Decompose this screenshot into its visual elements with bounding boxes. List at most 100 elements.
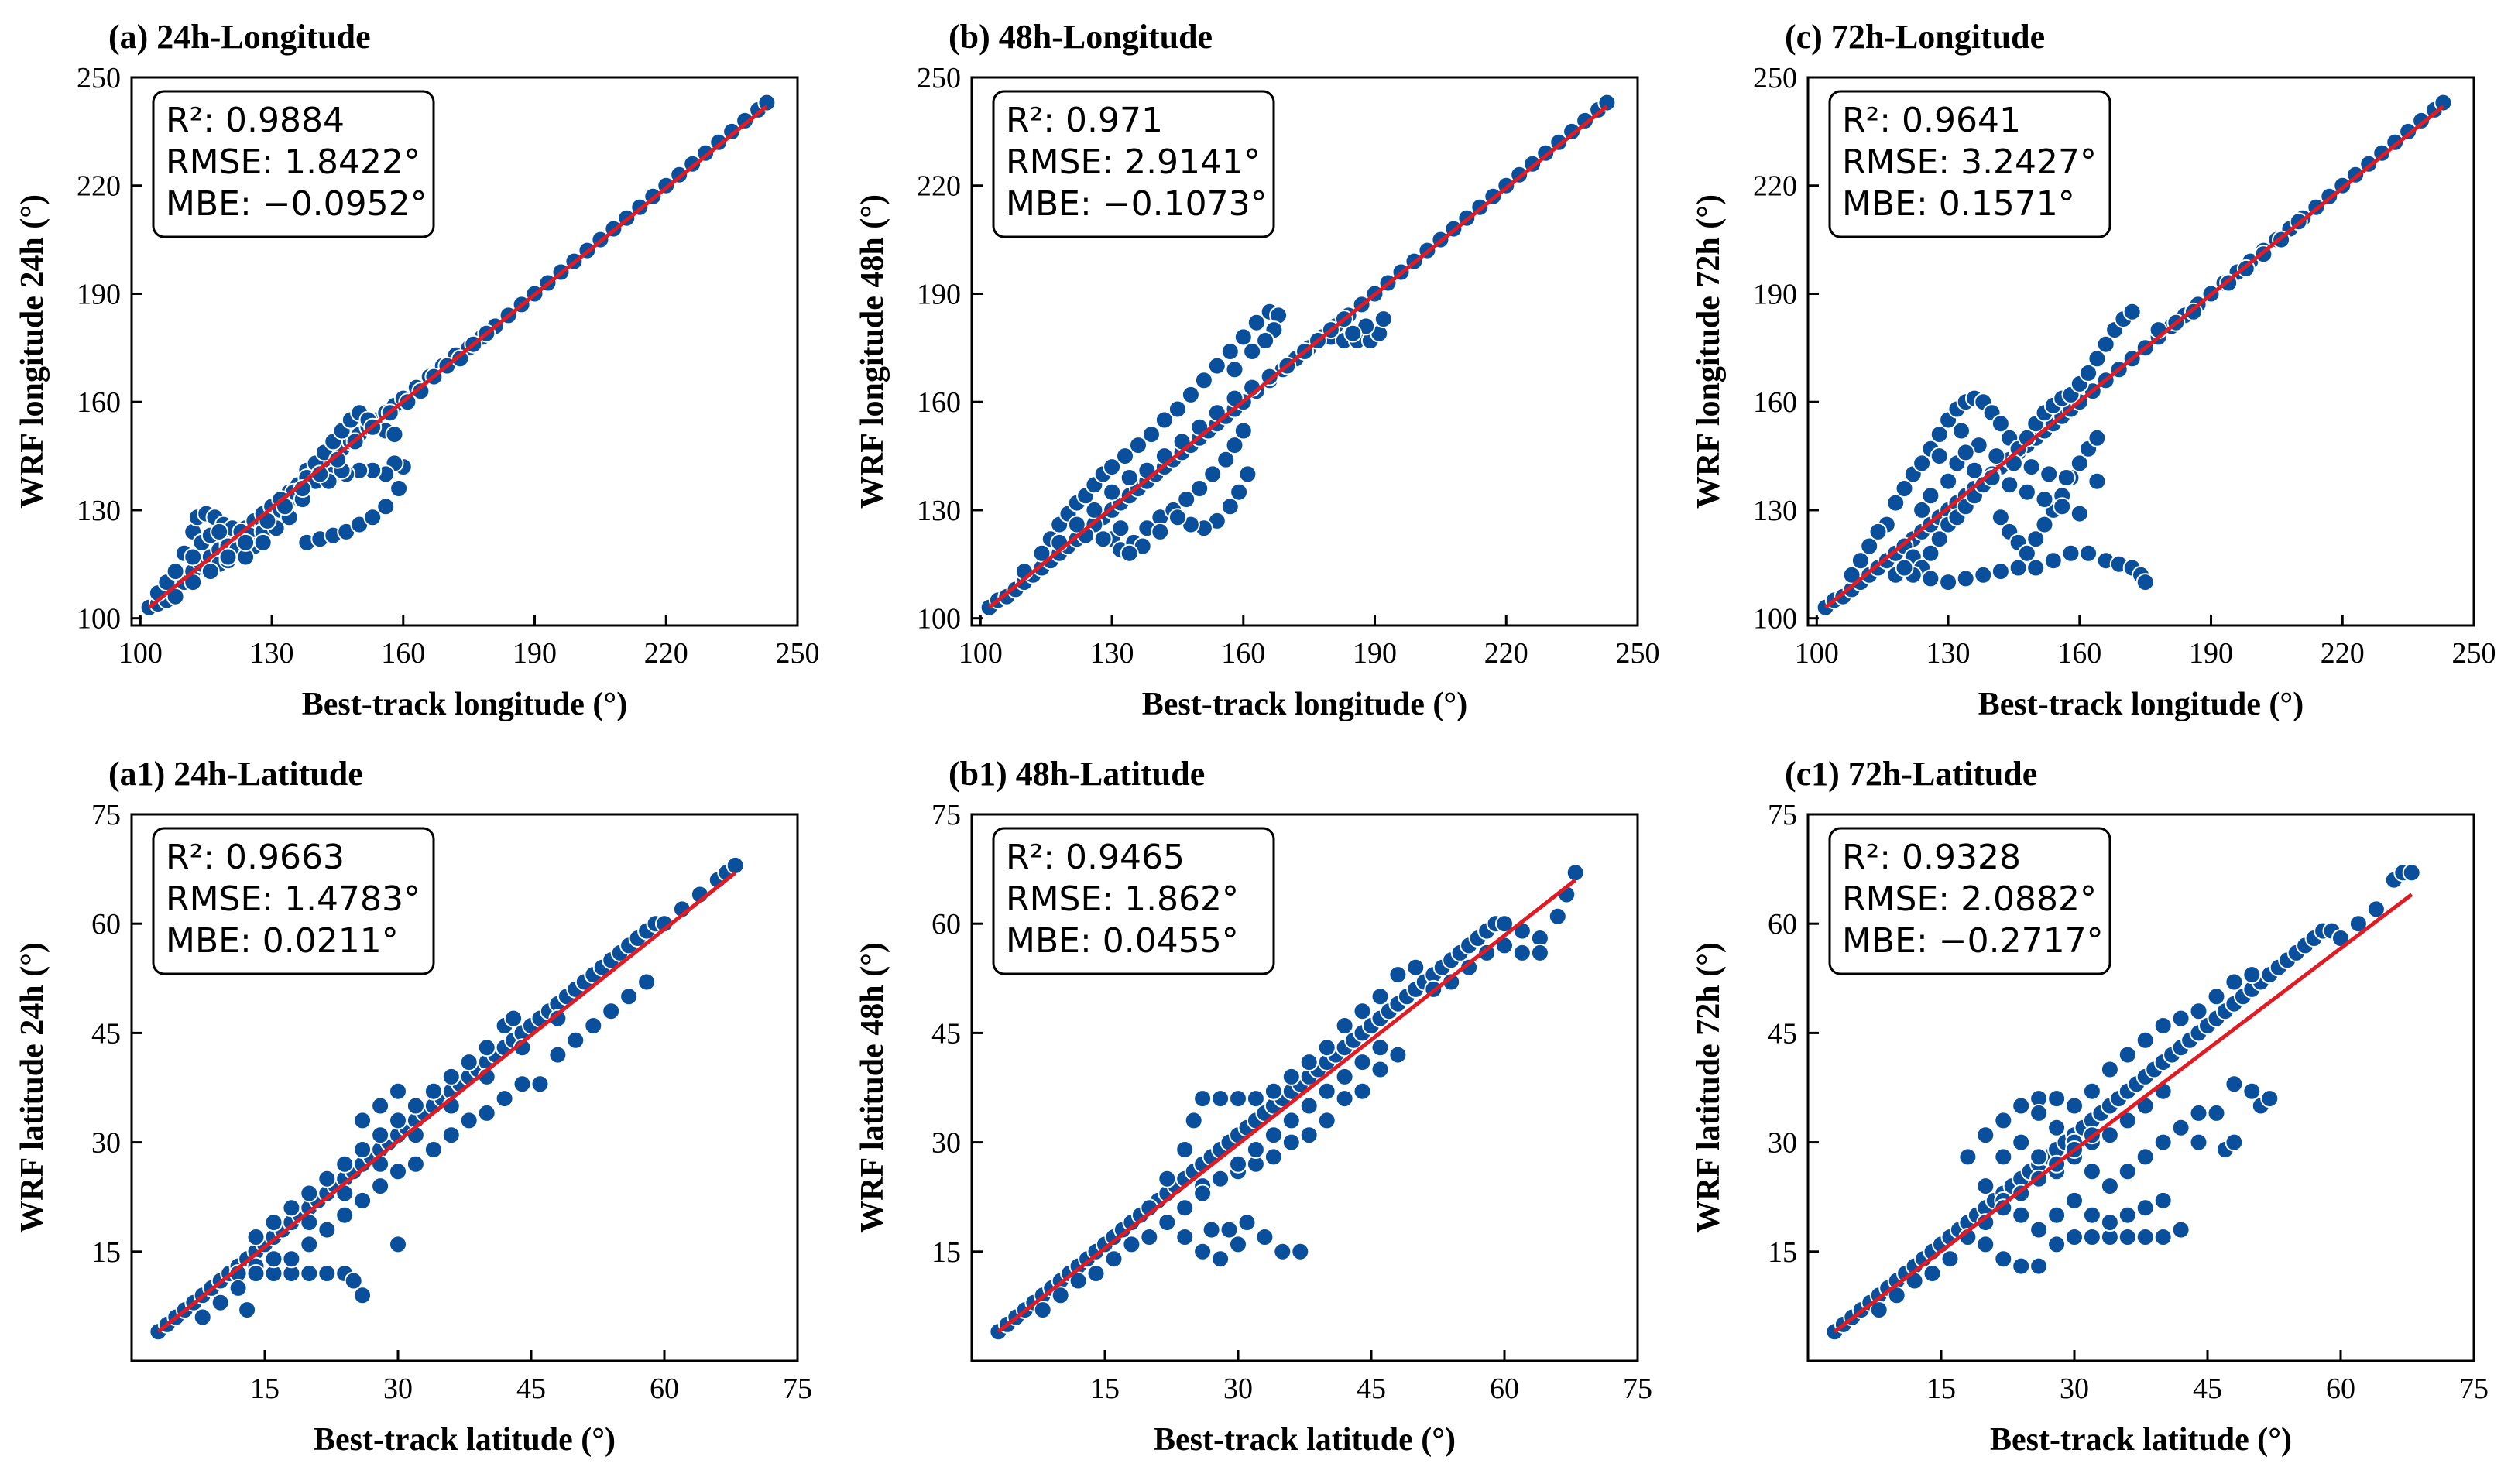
data-point	[1175, 1140, 1195, 1159]
stats-box	[1828, 827, 2111, 975]
data-point	[2065, 1191, 2084, 1210]
data-point	[1994, 1147, 2013, 1167]
data-point	[1111, 519, 1130, 538]
y-axis-label: WRF longitude 48h (°)	[855, 194, 890, 509]
x-tick-label: 45	[2193, 1373, 2222, 1405]
data-point	[2135, 1198, 2155, 1218]
stats-line-1: R²: 0.9663	[166, 838, 345, 877]
data-point	[264, 1213, 283, 1232]
axes-frame	[1806, 76, 2475, 627]
y-tick-label: 30	[1768, 1127, 1797, 1160]
data-point	[2100, 1177, 2119, 1196]
data-point	[1230, 482, 1249, 502]
data-point	[459, 1111, 479, 1130]
y-tick-label: 30	[91, 1127, 121, 1160]
data-point	[1229, 1235, 1247, 1254]
data-point	[2061, 543, 2081, 563]
data-point	[2135, 1228, 2155, 1246]
data-point	[1460, 958, 1479, 977]
chart-panel-1: (a) 24h-Longitude 100 130 160 190 220 250 100 13…	[15, 18, 820, 722]
data-point	[1281, 1133, 1301, 1152]
panel-title: (b) 48h-Longitude	[949, 18, 1213, 56]
data-point	[2189, 1103, 2208, 1122]
data-point	[1086, 1264, 1106, 1283]
data-point	[389, 1162, 407, 1181]
data-point	[1921, 543, 1940, 563]
data-point	[2065, 1096, 2084, 1116]
data-point	[2402, 863, 2421, 883]
data-point	[2135, 1147, 2155, 1167]
data-point	[2153, 1191, 2173, 1210]
y-tick-label: 190	[77, 278, 121, 310]
data-point	[2153, 1133, 2173, 1152]
data-point	[2079, 543, 2098, 563]
data-point	[2225, 1133, 2244, 1152]
data-point	[1264, 1081, 1283, 1101]
data-point	[1353, 1002, 1372, 1021]
data-point	[363, 508, 383, 527]
data-point	[1353, 1081, 1372, 1101]
data-point	[2225, 1074, 2244, 1094]
data-point	[1370, 987, 1390, 1006]
fit-line	[148, 105, 768, 609]
data-point	[1958, 1147, 1978, 1167]
data-point	[353, 1140, 372, 1159]
data-point	[1116, 447, 1134, 466]
data-point	[1104, 1249, 1123, 1269]
fit-line	[988, 105, 1608, 609]
data-point	[1120, 468, 1139, 487]
data-point	[2043, 551, 2063, 571]
data-point	[1229, 1089, 1247, 1109]
data-point	[406, 1096, 425, 1116]
stats-line-2: RMSE: 2.9141°	[1006, 142, 1261, 182]
fit-line	[156, 871, 737, 1334]
data-point	[1868, 522, 1888, 541]
data-point	[1956, 569, 1975, 588]
data-point	[584, 1016, 603, 1035]
data-point	[1069, 1271, 1088, 1290]
fit-line	[1833, 893, 2413, 1334]
data-point	[2135, 573, 2155, 592]
data-point	[389, 1081, 407, 1101]
data-point	[385, 425, 404, 444]
data-point	[1281, 1111, 1301, 1130]
x-tick-label: 190	[2189, 637, 2233, 670]
data-point	[1193, 1089, 1213, 1109]
x-tick-label: 130	[1926, 637, 1971, 670]
data-point	[477, 1103, 496, 1122]
data-point	[1987, 447, 2006, 466]
y-tick-label: 250	[1753, 62, 1797, 94]
data-point	[2096, 334, 2115, 354]
data-point	[2135, 1030, 2155, 1050]
data-point	[451, 349, 470, 368]
data-point	[1965, 461, 1984, 480]
data-point	[1388, 965, 1408, 985]
data-point	[2079, 363, 2098, 382]
stats-line-2: RMSE: 1.8422°	[166, 142, 420, 182]
data-point	[2070, 504, 2089, 523]
y-tick-label: 60	[1768, 908, 1797, 941]
data-point	[1233, 327, 1253, 347]
data-point	[1120, 543, 1139, 563]
x-tick-label: 30	[2060, 1373, 2089, 1405]
data-point	[1921, 569, 1940, 588]
data-point	[1190, 479, 1209, 498]
axes-frame	[130, 76, 799, 627]
y-tick-label: 130	[1753, 495, 1797, 527]
data-point	[2189, 1133, 2208, 1152]
data-point	[2118, 1162, 2137, 1181]
y-tick-label: 15	[931, 1236, 961, 1269]
data-point	[530, 1074, 550, 1094]
x-tick-label: 75	[783, 1373, 812, 1405]
stats-line-1: R²: 0.971	[1006, 101, 1163, 140]
stats-box	[992, 90, 1275, 238]
x-tick-label: 30	[383, 1373, 413, 1405]
data-point	[1913, 500, 1932, 519]
x-axis-label: Best-track longitude (°)	[1978, 687, 2304, 722]
x-axis-label: Best-track longitude (°)	[1142, 687, 1467, 722]
data-point	[1225, 360, 1244, 379]
data-point	[1851, 551, 1870, 571]
data-point	[1335, 1016, 1354, 1035]
axes-frame	[1806, 813, 2475, 1362]
data-point	[193, 1307, 212, 1327]
